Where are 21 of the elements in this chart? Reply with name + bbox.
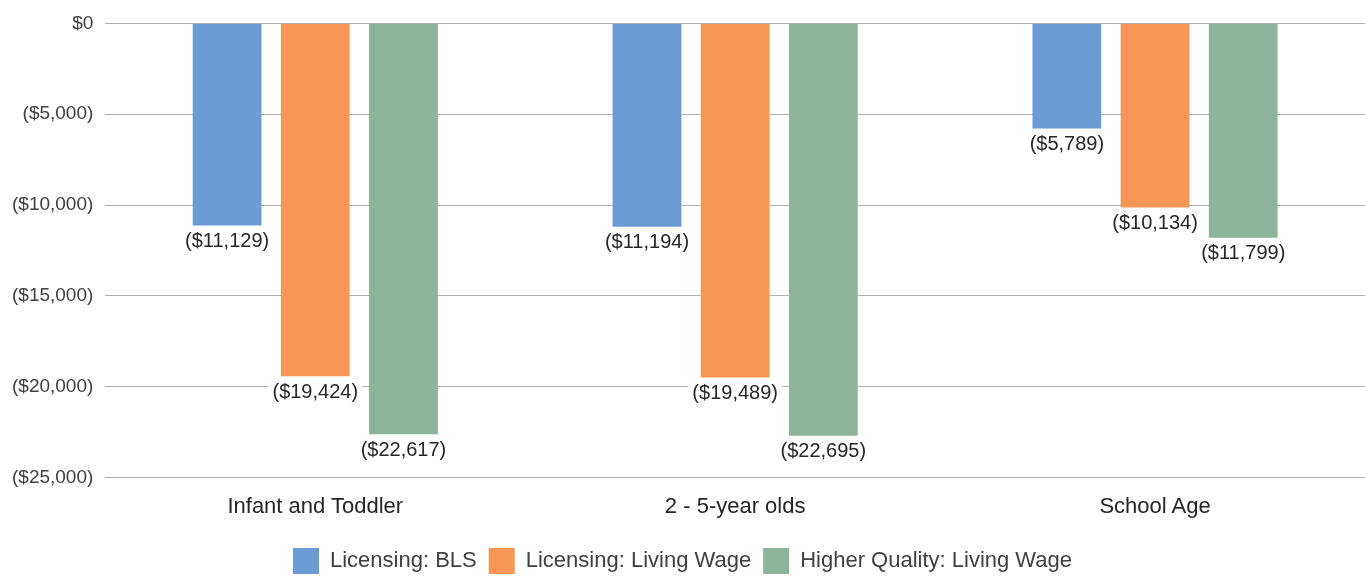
data-label: ($19,489) (692, 380, 778, 403)
y-tick-label: ($5,000) (22, 102, 94, 124)
x-tick-label: School Age (1099, 492, 1211, 518)
y-tick-label: $0 (72, 11, 94, 33)
data-label: ($11,194) (604, 230, 690, 253)
data-label: ($11,129) (185, 229, 270, 252)
x-tick-label: 2 - 5-year olds (664, 492, 806, 518)
data-label: ($22,695) (780, 439, 867, 462)
y-tick-label: ($20,000) (11, 374, 94, 396)
y-tick-label: ($15,000) (11, 284, 94, 306)
data-label: ($5,789) (1029, 132, 1105, 155)
data-label: ($19,424) (272, 379, 359, 402)
data-label: ($11,799) (1201, 241, 1286, 264)
legend-label: Licensing: Living Wage (525, 547, 752, 573)
y-tick-label: ($25,000) (11, 465, 94, 487)
y-tick-label: ($10,000) (11, 193, 94, 215)
data-label: ($22,617) (360, 437, 447, 460)
x-tick-label: Infant and Toddler (227, 492, 404, 518)
legend-label: Licensing: BLS (329, 547, 477, 573)
data-label: ($10,134) (1112, 211, 1198, 234)
legend-label: Higher Quality: Living Wage (800, 547, 1073, 573)
